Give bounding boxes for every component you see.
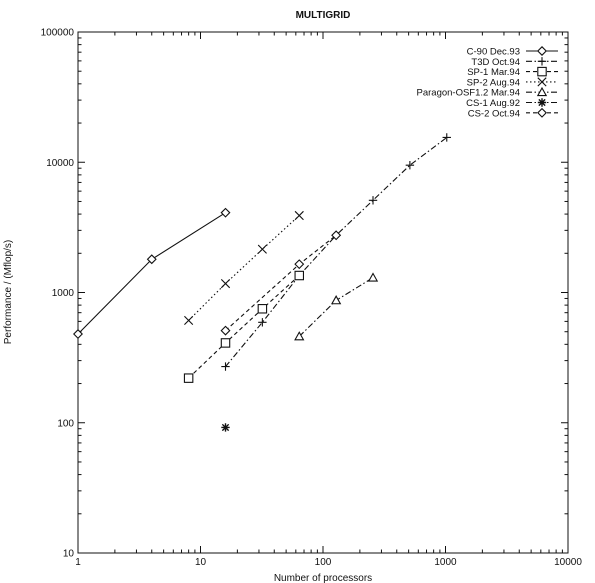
series-5 xyxy=(221,423,230,432)
data-point-marker xyxy=(220,325,231,336)
data-point-marker xyxy=(294,331,305,341)
data-point-marker xyxy=(367,272,379,282)
x-tick-label: 10 xyxy=(195,557,207,568)
legend-label: SP-1 Mar.94 xyxy=(467,67,520,78)
data-point-marker xyxy=(537,77,547,87)
data-point-marker xyxy=(258,318,267,327)
data-point-marker xyxy=(73,329,83,339)
x-tick-label: 1 xyxy=(75,557,81,568)
series-line xyxy=(298,277,374,337)
data-point-marker xyxy=(536,86,548,97)
data-point-marker xyxy=(221,362,230,371)
series-3 xyxy=(184,210,304,326)
x-tick-label: 100 xyxy=(315,557,332,568)
y-axis-label: Performance / (Mflop/s) xyxy=(3,240,14,344)
data-point-marker xyxy=(257,304,268,314)
legend-label: T3D Oct.94 xyxy=(471,57,520,68)
y-tick-label: 100000 xyxy=(41,28,75,39)
data-point-marker xyxy=(405,160,415,170)
legend-label: CS-2 Oct.94 xyxy=(468,108,520,119)
y-tick-label: 100 xyxy=(57,418,74,429)
data-point-marker xyxy=(220,338,231,348)
data-point-marker xyxy=(146,254,157,265)
series-1 xyxy=(221,133,451,371)
data-point-marker xyxy=(537,46,547,56)
data-point-marker xyxy=(220,279,231,289)
data-point-marker xyxy=(294,259,305,270)
data-point-marker xyxy=(220,207,231,218)
series-0 xyxy=(73,207,231,339)
data-point-marker xyxy=(257,244,267,254)
data-point-marker xyxy=(184,315,194,326)
data-point-marker xyxy=(537,57,547,66)
y-tick-label: 10000 xyxy=(46,158,74,169)
data-point-marker xyxy=(368,196,378,205)
legend-label: Paragon-OSF1.2 Mar.94 xyxy=(417,88,521,99)
data-point-marker xyxy=(537,107,547,118)
data-point-marker xyxy=(537,98,547,107)
data-point-marker xyxy=(294,270,305,281)
x-axis-label: Number of processors xyxy=(274,573,372,583)
data-point-marker xyxy=(221,423,230,432)
chart-title: MULTIGRID xyxy=(296,10,351,21)
series-layer xyxy=(73,133,451,432)
data-point-marker xyxy=(331,230,342,241)
y-tick-label: 10 xyxy=(63,549,75,560)
data-point-marker xyxy=(294,210,304,221)
series-6 xyxy=(220,230,342,336)
series-line xyxy=(77,212,226,335)
x-tick-label: 10000 xyxy=(554,557,582,568)
series-line xyxy=(188,275,300,379)
y-tick-label: 1000 xyxy=(52,288,75,299)
data-point-marker xyxy=(442,133,451,142)
legend-label: C-90 Dec.93 xyxy=(467,47,520,58)
x-tick-label: 1000 xyxy=(434,557,457,568)
series-line xyxy=(225,137,448,367)
series-2 xyxy=(183,270,305,383)
series-line xyxy=(188,215,300,321)
legend-label: CS-1 Aug.92 xyxy=(466,98,520,109)
data-point-marker xyxy=(330,295,342,305)
data-point-marker xyxy=(183,373,194,383)
legend-label: SP-2 Aug.94 xyxy=(467,77,520,88)
data-point-marker xyxy=(537,66,547,77)
series-4 xyxy=(294,272,379,341)
